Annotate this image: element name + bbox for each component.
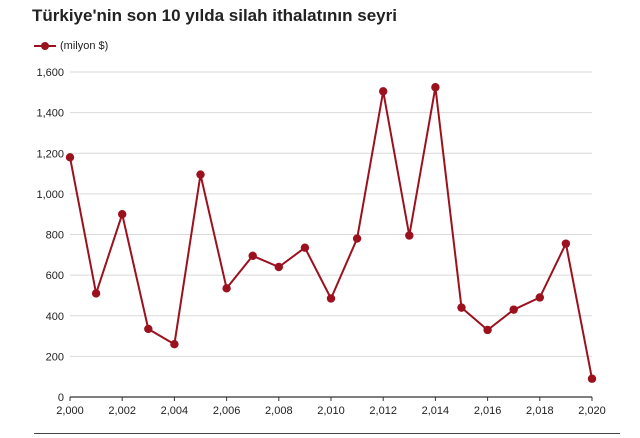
series-line (69, 86, 593, 379)
data-point (248, 251, 257, 261)
x-tick-label: 2,002 (108, 405, 136, 417)
data-point (431, 83, 440, 92)
x-tick-label: 2,006 (213, 405, 241, 417)
data-point (535, 293, 544, 302)
data-point (352, 234, 362, 243)
data-point (222, 284, 231, 293)
data-point (274, 262, 283, 272)
y-tick-label: 600 (46, 270, 64, 282)
x-tick-label: 2,010 (317, 405, 345, 417)
data-point (118, 209, 127, 219)
y-tick-label: 400 (46, 311, 64, 323)
y-tick-label: 1,200 (36, 148, 64, 160)
data-point (170, 339, 179, 349)
data-point (91, 289, 101, 298)
data-point (587, 374, 597, 383)
y-tick-label: 200 (46, 351, 64, 363)
x-tick-label: 2,000 (56, 405, 84, 417)
legend: (milyon $) (34, 40, 108, 52)
data-point (561, 239, 571, 248)
data-point (300, 243, 310, 252)
x-tick-label: 2,018 (526, 405, 554, 417)
data-point (483, 325, 492, 335)
y-tick-label: 1,400 (36, 108, 64, 120)
data-point (509, 305, 518, 314)
y-tick-label: 1,000 (36, 189, 64, 201)
data-point (196, 170, 205, 179)
footer-rule (34, 433, 620, 434)
y-tick-label: 1,600 (36, 67, 64, 79)
data-point (144, 324, 153, 334)
x-tick-label: 2,004 (161, 405, 189, 417)
x-tick-label: 2,012 (369, 405, 397, 417)
legend-label: (milyon $) (60, 40, 109, 52)
legend-marker (34, 42, 56, 50)
x-tick-label: 2,014 (422, 405, 450, 417)
x-tick-label: 2,008 (265, 405, 293, 417)
data-point (65, 153, 75, 162)
data-point (457, 303, 466, 312)
y-tick-label: 800 (46, 230, 64, 242)
chart-title: Türkiye'nin son 10 yılda silah ithalatın… (32, 6, 397, 25)
data-point (379, 87, 388, 96)
x-tick-label: 2,020 (578, 405, 606, 417)
y-tick-label: 0 (58, 392, 64, 404)
data-point (326, 294, 336, 303)
x-tick-label: 2,016 (474, 405, 502, 417)
data-point (405, 231, 414, 240)
